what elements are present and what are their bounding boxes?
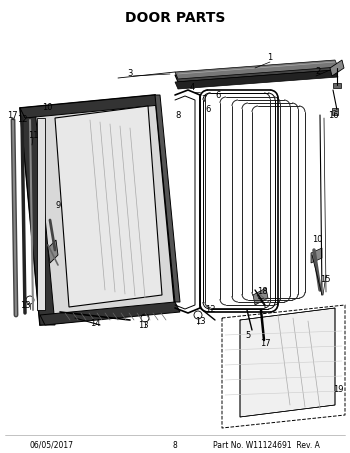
Polygon shape <box>37 118 45 310</box>
Text: 8: 8 <box>173 440 177 449</box>
Text: 12: 12 <box>17 116 27 125</box>
Polygon shape <box>333 83 341 88</box>
Polygon shape <box>244 325 253 332</box>
Text: 13: 13 <box>195 318 205 327</box>
Polygon shape <box>240 308 335 417</box>
Polygon shape <box>20 95 175 325</box>
Text: 7: 7 <box>201 96 207 105</box>
Text: 12: 12 <box>205 305 215 314</box>
Polygon shape <box>175 70 338 89</box>
Polygon shape <box>175 60 338 79</box>
Polygon shape <box>155 95 180 302</box>
Text: 13: 13 <box>20 300 30 309</box>
Text: 13: 13 <box>138 321 148 329</box>
Text: Part No. W11124691  Rev. A: Part No. W11124691 Rev. A <box>213 440 320 449</box>
Text: 16: 16 <box>328 111 338 120</box>
Text: 5: 5 <box>245 331 251 339</box>
Text: 15: 15 <box>320 275 330 284</box>
Polygon shape <box>40 302 180 325</box>
Polygon shape <box>48 240 58 263</box>
Text: 6: 6 <box>205 106 211 115</box>
Polygon shape <box>311 248 322 263</box>
Polygon shape <box>332 108 338 115</box>
Text: 11: 11 <box>28 130 38 140</box>
Text: 6: 6 <box>215 91 221 100</box>
Text: 4: 4 <box>189 83 195 92</box>
Text: 8: 8 <box>175 111 181 120</box>
Polygon shape <box>20 95 160 118</box>
Text: DOOR PARTS: DOOR PARTS <box>125 11 225 25</box>
Text: 19: 19 <box>333 386 343 395</box>
Text: 3: 3 <box>127 68 133 77</box>
Text: 14: 14 <box>90 318 100 328</box>
Text: 06/05/2017: 06/05/2017 <box>30 440 74 449</box>
Polygon shape <box>253 288 268 305</box>
Text: 1: 1 <box>267 53 273 63</box>
Text: 9: 9 <box>55 201 61 209</box>
Text: 10: 10 <box>42 103 52 112</box>
Text: 17: 17 <box>7 111 17 120</box>
Text: 18: 18 <box>257 288 267 297</box>
Polygon shape <box>330 60 344 76</box>
Text: 2: 2 <box>315 67 321 77</box>
Polygon shape <box>20 108 55 325</box>
Polygon shape <box>55 106 162 307</box>
Text: 17: 17 <box>260 338 270 347</box>
Text: 10: 10 <box>312 236 322 245</box>
Polygon shape <box>175 63 338 82</box>
